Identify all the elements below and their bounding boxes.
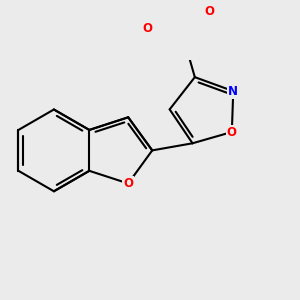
Text: O: O	[204, 5, 214, 18]
Text: O: O	[123, 177, 133, 190]
Text: O: O	[143, 22, 153, 35]
Text: N: N	[228, 85, 238, 98]
Text: O: O	[227, 125, 237, 139]
